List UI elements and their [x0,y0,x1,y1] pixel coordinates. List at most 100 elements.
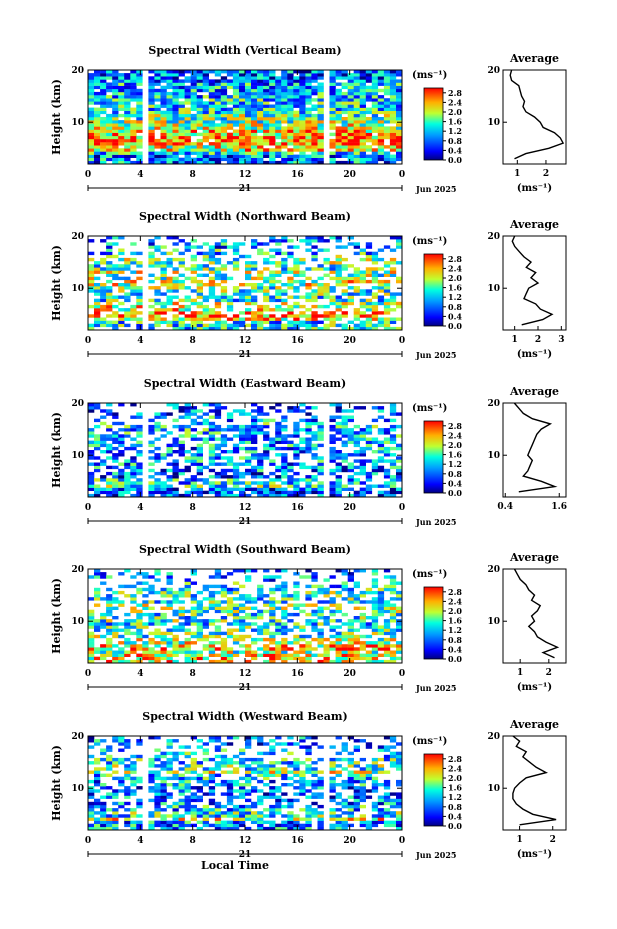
heatmap-cell [136,471,143,476]
heatmap-cell [371,603,379,607]
heatmap-cell [124,471,131,476]
heatmap-cell [208,603,216,607]
heatmap-cell [100,459,107,463]
heatmap-cell [208,113,216,118]
heatmap-cell [329,764,336,768]
heatmap-cell [377,490,385,495]
heatmap-cell [112,132,119,137]
heatmap-cell [100,148,107,152]
heatmap-cell [245,770,252,774]
heatmap-cell [166,487,173,491]
heatmap-cell [305,481,312,485]
heatmap-cell [100,751,107,756]
heatmap-cell [136,91,143,96]
heatmap-cell [232,820,240,824]
heatmap-cell [251,76,258,80]
heatmap-cell [275,88,282,93]
heatmap-cell [232,157,240,162]
heatmap-cell [172,650,179,654]
heatmap-cell [172,145,179,149]
heatmap-cell [106,82,113,86]
heatmap-cell [232,135,240,140]
heatmap-cell [184,110,191,115]
heatmap-cell [317,631,324,636]
heatmap-cell [166,600,173,604]
heatmap-cell [389,236,397,240]
heatmap-cell [232,70,240,74]
heatmap-cell [335,403,342,407]
heatmap-cell [257,795,264,799]
heatmap-cell [226,412,234,416]
heatmap-cell [124,478,131,482]
heatmap-cell [389,619,397,623]
heatmap-cell [154,98,161,102]
heatmap-cell [335,625,342,629]
heatmap-cell [275,742,282,746]
heatmap-cell [281,659,288,664]
heatmap-cell [311,123,318,127]
heatmap-cell [251,650,258,654]
heatmap-cell [226,317,234,321]
heatmap-cell [220,406,228,410]
heatmap-cell [245,779,252,784]
heatmap-cell [269,107,276,111]
heatmap-cell [196,468,203,473]
heatmap-cell [94,446,101,451]
heatmap-cell [335,606,342,610]
heatmap-cell [305,295,312,299]
heatmap-cell [226,304,234,309]
heatmap-cell [106,120,113,124]
heatmap-cell [202,251,209,256]
heatmap-cell [341,572,348,576]
heatmap-cell [112,120,119,124]
heatmap-cell [377,612,385,617]
heatmap-cell [299,85,306,90]
heatmap-cell [190,73,197,77]
heatmap-cell [160,85,167,90]
heatmap-cell [208,326,216,331]
heatmap-cell [311,314,318,318]
heatmap-cell [208,91,216,96]
heatmap-cell [136,622,143,626]
colorbar-unit: (ms⁻¹) [412,70,447,81]
heatmap-cell [232,641,240,645]
heatmap-cell [329,85,336,90]
heatmap-cell [172,459,179,463]
heatmap-cell [251,82,258,86]
heatmap-cell [112,326,119,331]
heatmap-cell [100,597,107,601]
heatmap-cell [377,148,385,152]
heatmap-cell [112,739,119,743]
heatmap-cell [88,279,95,284]
heatmap-cell [263,647,270,651]
heatmap-cell [347,107,354,111]
heatmap-cell [190,418,197,423]
heatmap-cell [287,811,294,815]
heatmap-cell [251,820,258,824]
heatmap-cell [293,431,300,435]
heatmap-cell [136,145,143,149]
heatmap-cell [329,270,336,274]
heatmap-cell [178,783,185,787]
heatmap-cell [184,117,191,121]
heatmap-cell [226,261,234,265]
heatmap-cell [184,428,191,432]
heatmap-cell [329,323,336,328]
x-tick-label: 20 [343,170,356,180]
heatmap-cell [220,120,228,124]
heatmap-cell [148,160,155,165]
heatmap-cell [94,98,101,102]
heatmap-cell [220,462,228,466]
heatmap-cell [160,634,167,639]
heatmap-cell [214,569,222,573]
heatmap-cell [220,609,228,614]
heatmap-cell [245,126,252,130]
heatmap-cell [124,107,131,111]
heatmap-cell [172,804,179,809]
heatmap-cell [257,481,264,485]
heatmap-cell [166,135,173,140]
heatmap-cell [154,619,161,623]
heatmap-cell [190,264,197,268]
heatmap-cell [208,70,216,74]
heatmap-cell [208,248,216,252]
